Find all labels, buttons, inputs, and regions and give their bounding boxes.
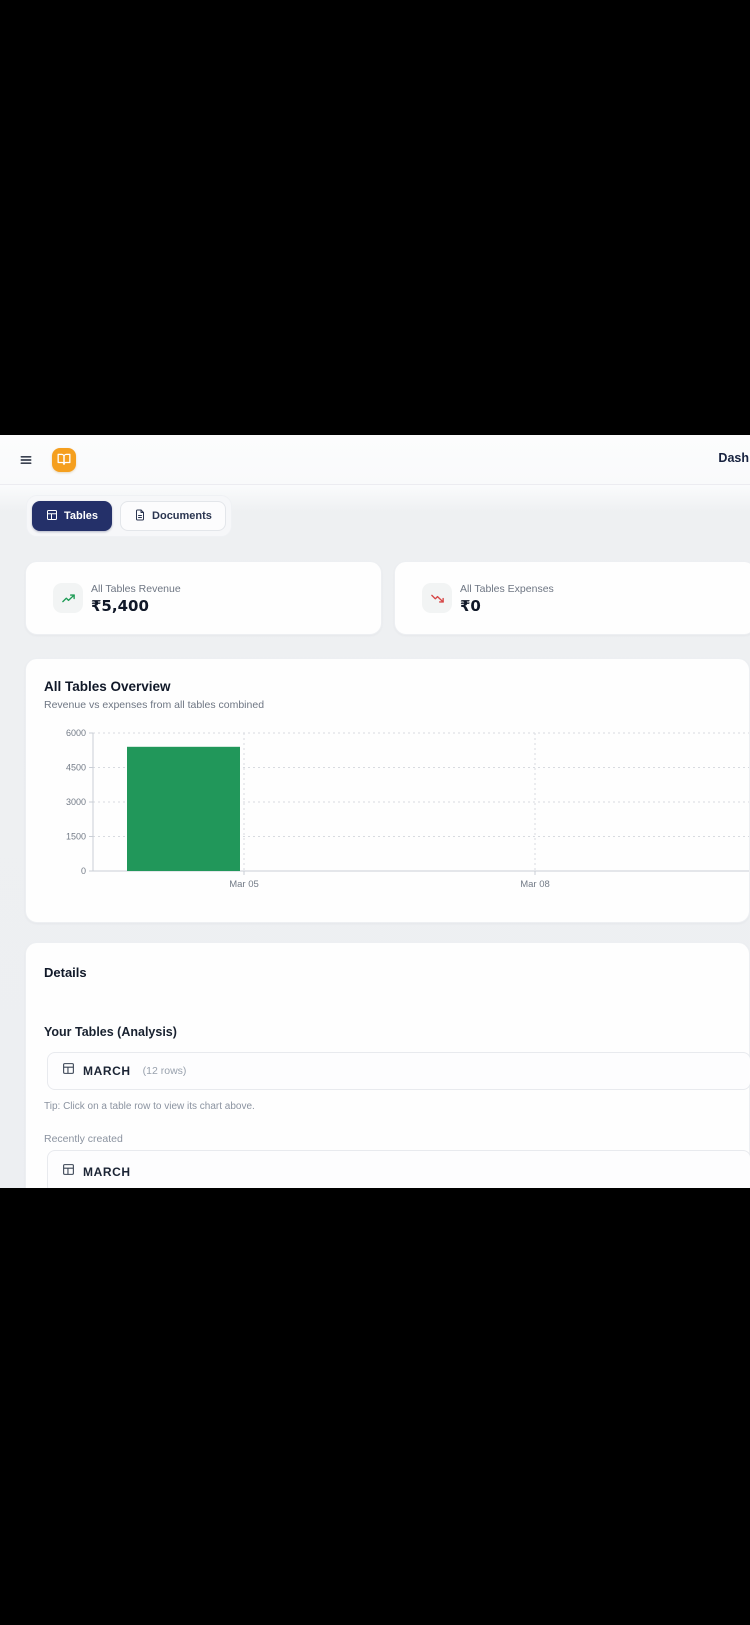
tab-tables[interactable]: Tables — [32, 501, 113, 531]
tab-documents[interactable]: Documents — [120, 501, 226, 531]
y-tick-label: 6000 — [66, 728, 86, 738]
app-viewport: Dash Tables Documents — [0, 435, 750, 1188]
bar-revenue-mar-05[interactable] — [127, 746, 240, 871]
y-tick-label: 3000 — [66, 797, 86, 807]
document-icon — [134, 509, 146, 524]
app-logo-icon — [57, 452, 71, 469]
menu-button[interactable] — [19, 452, 35, 468]
stat-label-expenses: All Tables Expenses — [460, 583, 554, 595]
table-row-count: (12 rows) — [142, 1065, 187, 1077]
overview-card: All Tables Overview Revenue vs expenses … — [25, 658, 750, 923]
table-name: MARCH — [83, 1165, 131, 1179]
table-row-march-analysis[interactable]: MARCH (12 rows) — [47, 1052, 750, 1090]
stat-card-revenue: All Tables Revenue ₹5,400 — [25, 561, 382, 635]
analysis-heading: Your Tables (Analysis) — [44, 1025, 177, 1039]
overview-chart: 0 1500 3000 4500 6000 Mar 05 Mar 08 — [66, 728, 749, 890]
stat-value-revenue: ₹5,400 — [91, 597, 149, 615]
table-icon — [62, 1163, 75, 1181]
details-card: Details Your Tables (Analysis) MARCH (12… — [25, 942, 750, 1188]
stat-card-expenses: All Tables Expenses ₹0 — [394, 561, 750, 635]
table-icon — [46, 509, 58, 524]
page-title: Dash — [718, 451, 749, 465]
table-row-march-recent[interactable]: MARCH — [47, 1150, 750, 1188]
menu-icon — [19, 453, 35, 467]
details-heading: Details — [44, 965, 87, 980]
app-header: Dash — [0, 435, 750, 485]
overview-title: All Tables Overview — [44, 679, 171, 694]
overview-subtitle: Revenue vs expenses from all tables comb… — [44, 699, 265, 711]
app-logo-button[interactable] — [52, 448, 76, 472]
recent-heading: Recently created — [44, 1133, 123, 1145]
table-name: MARCH — [83, 1064, 131, 1078]
y-tick-label: 0 — [81, 866, 86, 876]
tip-text: Tip: Click on a table row to view its ch… — [44, 1101, 255, 1112]
trending-down-icon — [422, 583, 452, 613]
tabs-list: Tables Documents — [26, 495, 232, 537]
y-tick-label: 4500 — [66, 763, 86, 773]
tab-tables-label: Tables — [64, 510, 99, 522]
trending-up-icon — [53, 583, 83, 613]
x-tick-label: Mar 05 — [229, 879, 259, 890]
x-tick-label: Mar 08 — [520, 879, 550, 890]
table-icon — [62, 1062, 75, 1080]
tab-documents-label: Documents — [152, 510, 212, 522]
y-tick-label: 1500 — [66, 832, 86, 842]
stat-label-revenue: All Tables Revenue — [91, 583, 181, 595]
stat-value-expenses: ₹0 — [460, 597, 481, 615]
